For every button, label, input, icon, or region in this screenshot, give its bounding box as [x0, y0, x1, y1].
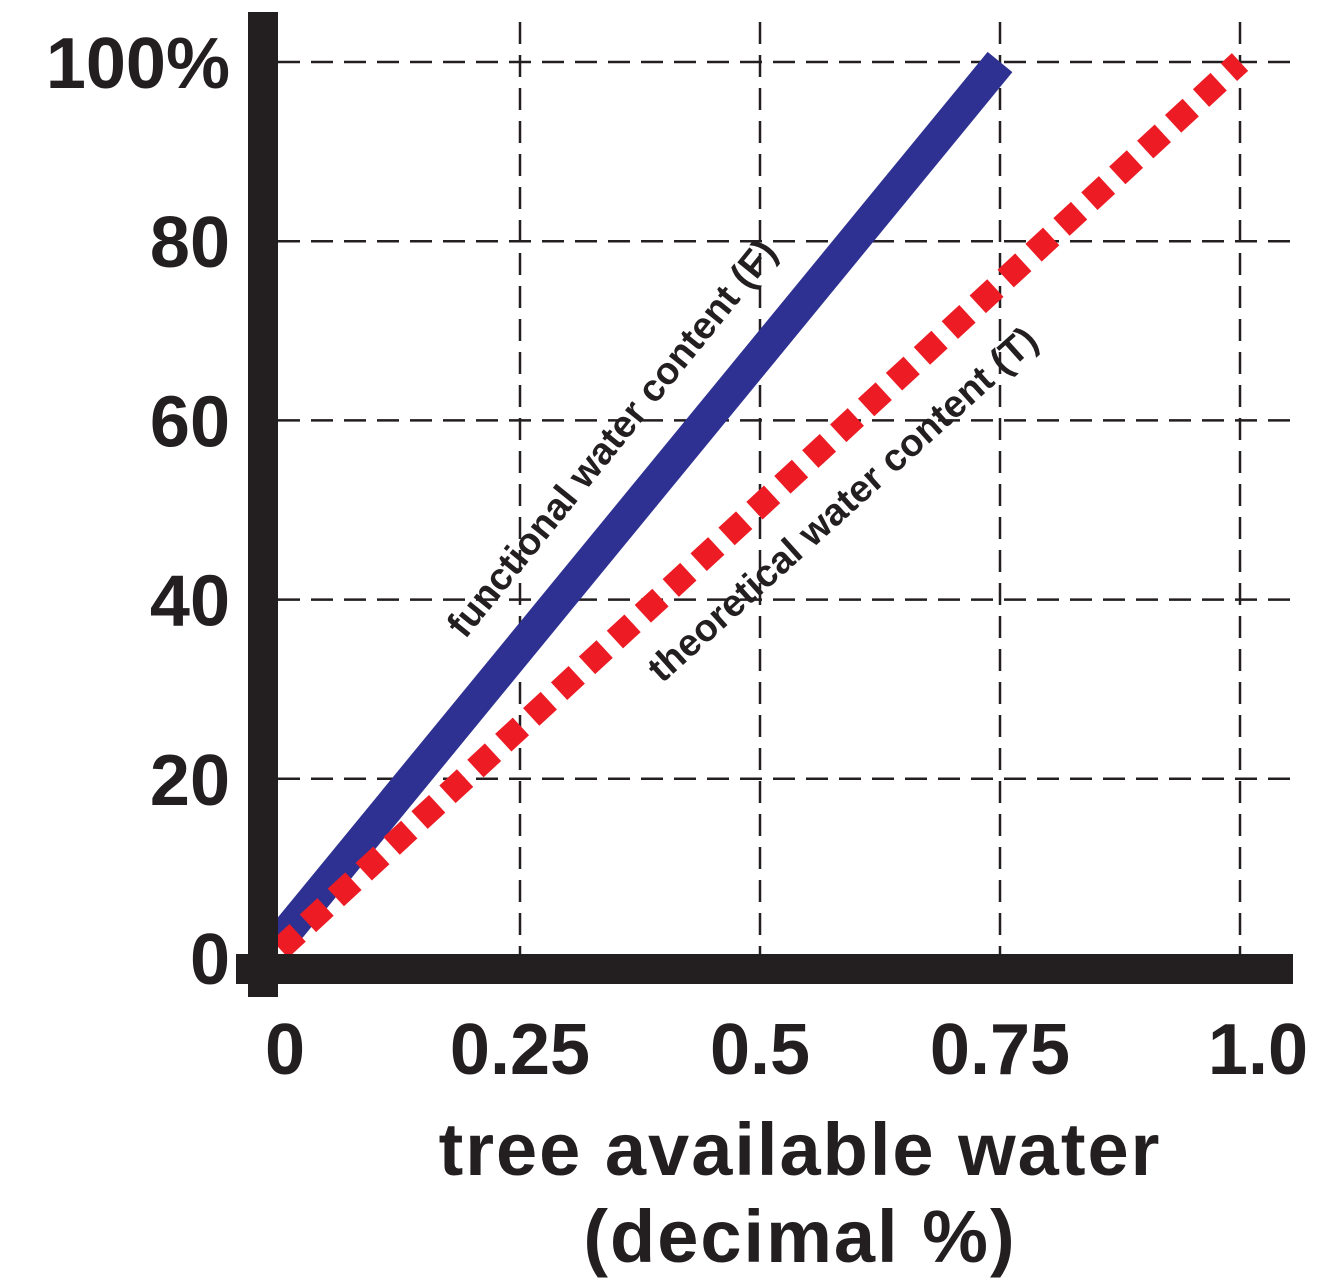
axes — [236, 12, 1293, 997]
y-tick-label-5: 100% — [46, 24, 230, 104]
x-axis-label-line2: (decimal %) — [583, 1195, 1016, 1278]
y-tick-label-0: 0 — [190, 920, 230, 1000]
x-axis-label-line1: tree available water — [439, 1108, 1162, 1191]
y-tick-label-3: 60 — [150, 382, 230, 462]
grid — [278, 22, 1290, 955]
series-lines — [267, 51, 1249, 958]
y-tick-label-2: 40 — [150, 562, 230, 642]
x-tick-label-2: 0.5 — [710, 1010, 810, 1090]
series-line-functional — [267, 51, 1013, 951]
x-tick-label-1: 0.25 — [450, 1010, 590, 1090]
series-line-theoretical — [271, 53, 1249, 958]
series-label-theoretical: theoretical water content (T) — [640, 319, 1046, 691]
tick-labels: 0 0.25 0.5 0.75 1.0 0 20 40 60 80 100% — [46, 24, 1308, 1090]
y-tick-label-1: 20 — [150, 741, 230, 821]
x-tick-label-4: 1.0 — [1208, 1010, 1308, 1090]
x-tick-label-0: 0 — [265, 1010, 305, 1090]
y-tick-label-4: 80 — [150, 203, 230, 283]
x-tick-label-3: 0.75 — [930, 1010, 1070, 1090]
